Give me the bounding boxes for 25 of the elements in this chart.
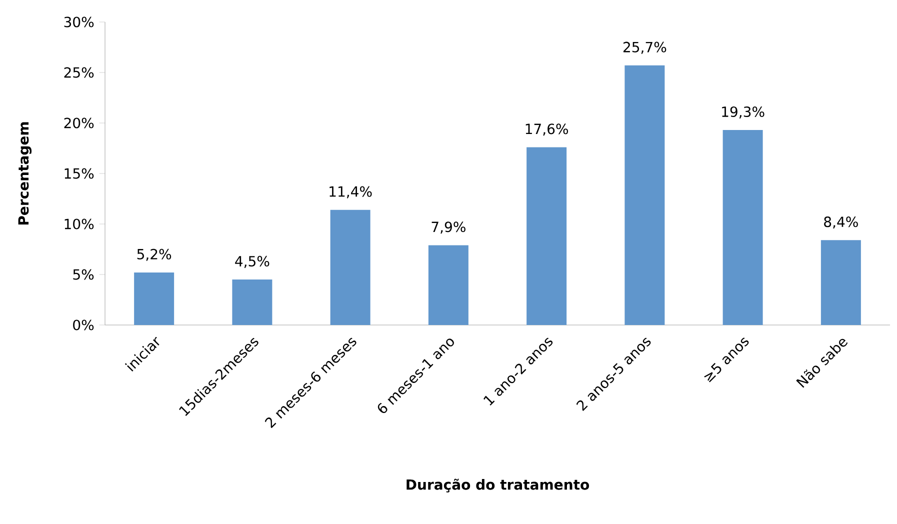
bar bbox=[722, 130, 763, 325]
data-label: 8,4% bbox=[824, 216, 858, 229]
data-label: 17,6% bbox=[526, 124, 568, 136]
x-axis-title: Duração do tratamento bbox=[406, 478, 590, 492]
data-label: 7,9% bbox=[432, 222, 466, 234]
bar bbox=[330, 210, 370, 325]
data-label: 25,7% bbox=[623, 42, 666, 54]
y-tick-label: 25% bbox=[64, 67, 94, 78]
y-tick-label: 0% bbox=[73, 320, 94, 330]
data-label: 11,4% bbox=[330, 186, 372, 198]
y-tick-label: 5% bbox=[73, 269, 94, 280]
y-axis-title: Percentagem bbox=[18, 122, 32, 225]
y-tick-label: 20% bbox=[64, 118, 94, 128]
y-tick-label: 10% bbox=[64, 218, 94, 230]
data-label: 4,5% bbox=[235, 256, 270, 268]
bar bbox=[820, 240, 861, 325]
bar bbox=[428, 245, 468, 325]
bar bbox=[232, 280, 272, 325]
bar bbox=[134, 272, 174, 325]
bar bbox=[624, 65, 665, 325]
bar bbox=[526, 147, 567, 325]
data-label: 19,3% bbox=[722, 106, 764, 118]
y-tick-label: 15% bbox=[64, 168, 94, 179]
y-tick-label: 30% bbox=[64, 16, 94, 28]
data-label: 5,2% bbox=[137, 248, 172, 261]
